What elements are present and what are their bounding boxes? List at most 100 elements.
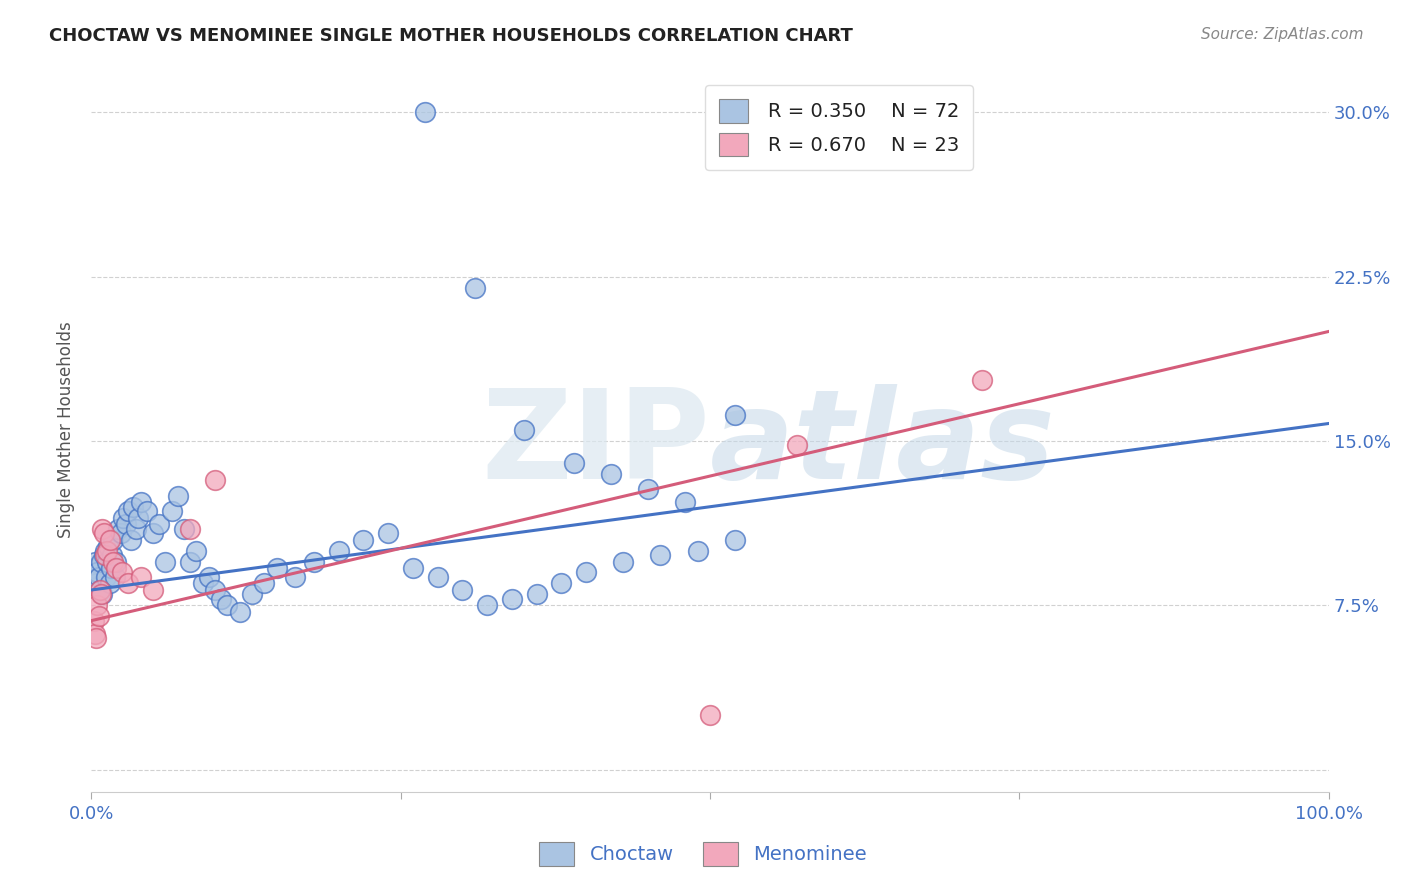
Point	[148, 517, 170, 532]
Point	[86, 599, 108, 613]
Point	[103, 533, 125, 547]
Point	[204, 474, 226, 488]
Point	[114, 517, 136, 532]
Point	[526, 587, 548, 601]
Point	[98, 533, 121, 547]
Point	[120, 533, 142, 547]
Point	[101, 548, 124, 562]
Point	[129, 570, 152, 584]
Point	[637, 482, 659, 496]
Point	[110, 526, 132, 541]
Point	[142, 582, 165, 597]
Point	[107, 522, 129, 536]
Point	[650, 548, 672, 562]
Point	[97, 539, 120, 553]
Point	[328, 543, 350, 558]
Point	[125, 522, 148, 536]
Y-axis label: Single Mother Households: Single Mother Households	[58, 322, 75, 539]
Point	[173, 522, 195, 536]
Point	[228, 605, 250, 619]
Point	[117, 576, 139, 591]
Point	[89, 582, 111, 597]
Point	[83, 627, 105, 641]
Point	[266, 561, 288, 575]
Point	[786, 438, 808, 452]
Point	[122, 500, 145, 514]
Point	[104, 570, 127, 584]
Point	[84, 631, 107, 645]
Point	[972, 373, 994, 387]
Point	[104, 561, 127, 575]
Point	[600, 467, 623, 481]
Point	[179, 522, 201, 536]
Point	[117, 504, 139, 518]
Point	[179, 555, 201, 569]
Point	[96, 555, 118, 569]
Point	[94, 548, 117, 562]
Point	[84, 576, 107, 591]
Point	[96, 543, 118, 558]
Point	[673, 495, 696, 509]
Point	[89, 582, 111, 597]
Point	[253, 576, 276, 591]
Point	[111, 566, 134, 580]
Point	[93, 526, 115, 541]
Point	[724, 408, 747, 422]
Point	[575, 566, 598, 580]
Point	[83, 555, 105, 569]
Point	[91, 522, 114, 536]
Point	[240, 587, 263, 601]
Text: ZIP: ZIP	[481, 384, 710, 505]
Point	[100, 561, 122, 575]
Point	[129, 495, 152, 509]
Point	[83, 561, 105, 575]
Legend: R = 0.350    N = 72, R = 0.670    N = 23: R = 0.350 N = 72, R = 0.670 N = 23	[706, 86, 973, 169]
Point	[352, 533, 374, 547]
Point	[155, 555, 177, 569]
Point	[209, 591, 232, 606]
Text: CHOCTAW VS MENOMINEE SINGLE MOTHER HOUSEHOLDS CORRELATION CHART: CHOCTAW VS MENOMINEE SINGLE MOTHER HOUSE…	[49, 27, 853, 45]
Point	[186, 543, 208, 558]
Point	[501, 591, 523, 606]
Point	[464, 280, 486, 294]
Point	[612, 555, 634, 569]
Point	[90, 587, 112, 601]
Point	[83, 614, 105, 628]
Point	[513, 423, 536, 437]
Point	[217, 599, 239, 613]
Point	[93, 548, 115, 562]
Point	[112, 510, 135, 524]
Legend: Choctaw, Menominee: Choctaw, Menominee	[531, 834, 875, 873]
Text: atlas: atlas	[710, 384, 1056, 505]
Point	[197, 570, 219, 584]
Point	[94, 570, 117, 584]
Point	[451, 582, 474, 597]
Point	[94, 543, 117, 558]
Point	[477, 599, 499, 613]
Point	[724, 533, 747, 547]
Point	[98, 576, 121, 591]
Point	[686, 543, 709, 558]
Point	[90, 555, 112, 569]
Point	[160, 504, 183, 518]
Point	[699, 707, 721, 722]
Point	[191, 576, 214, 591]
Point	[426, 570, 449, 584]
Point	[135, 504, 157, 518]
Point	[103, 555, 125, 569]
Point	[402, 561, 425, 575]
Point	[302, 555, 325, 569]
Point	[142, 526, 165, 541]
Point	[413, 105, 436, 120]
Point	[204, 582, 226, 597]
Point	[166, 489, 188, 503]
Point	[87, 570, 110, 584]
Point	[562, 456, 585, 470]
Point	[127, 510, 149, 524]
Point	[87, 609, 110, 624]
Point	[104, 555, 127, 569]
Text: Source: ZipAtlas.com: Source: ZipAtlas.com	[1201, 27, 1364, 42]
Point	[377, 526, 399, 541]
Point	[86, 566, 108, 580]
Point	[284, 570, 307, 584]
